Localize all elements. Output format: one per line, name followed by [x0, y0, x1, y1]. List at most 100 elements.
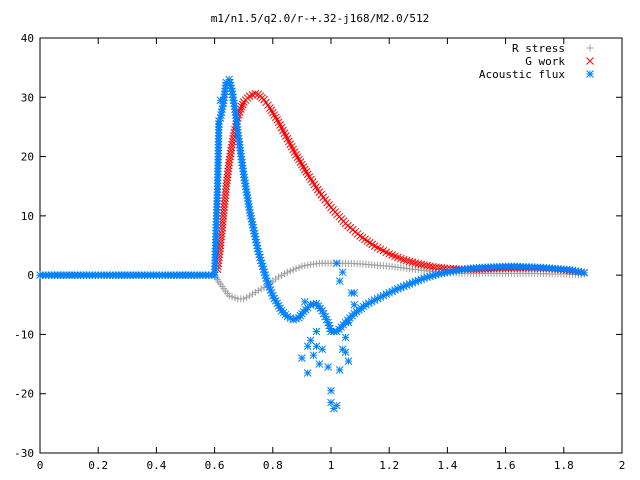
- data-point: [283, 268, 291, 276]
- x-tick-label: 1.4: [437, 459, 457, 472]
- data-point: [295, 263, 303, 271]
- data-point: [399, 255, 408, 264]
- data-point: [270, 111, 279, 119]
- data-point: [251, 288, 259, 296]
- data-point: [274, 301, 283, 310]
- data-point: [423, 261, 431, 270]
- data-point: [248, 290, 256, 298]
- data-point: [257, 285, 265, 293]
- data-point: [240, 295, 248, 303]
- data-point: [273, 299, 282, 308]
- data-point: [312, 342, 321, 351]
- data-point: [385, 288, 394, 297]
- data-point: [335, 277, 344, 285]
- data-point: [306, 300, 315, 309]
- data-point: [394, 253, 402, 262]
- y-tick-label: 10: [21, 210, 34, 223]
- y-tick-label: 0: [27, 269, 34, 282]
- data-point: [396, 254, 405, 263]
- legend-marker: [586, 57, 594, 65]
- data-point: [243, 293, 251, 301]
- data-point: [292, 265, 300, 273]
- data-point: [251, 89, 260, 98]
- data-point: [293, 153, 302, 162]
- data-point: [411, 259, 420, 267]
- data-point: [296, 158, 305, 166]
- data-point: [253, 244, 262, 253]
- data-point: [402, 256, 411, 265]
- data-point: [341, 333, 350, 342]
- data-point: [417, 260, 426, 269]
- data-point: [228, 293, 236, 301]
- data-point: [215, 120, 223, 128]
- y-tick-label: -30: [14, 447, 34, 460]
- legend-marker: [586, 70, 594, 78]
- data-point: [266, 104, 274, 112]
- data-point: [335, 366, 344, 374]
- data-point: [303, 369, 312, 377]
- data-point: [298, 262, 306, 270]
- x-tick-label: 0.8: [263, 459, 283, 472]
- data-point: [440, 268, 449, 277]
- data-point: [315, 360, 324, 368]
- data-point: [238, 100, 247, 109]
- data-point: [280, 270, 288, 278]
- y-tick-label: 40: [21, 32, 34, 45]
- y-tick-label: -20: [14, 388, 34, 401]
- data-point: [246, 292, 254, 300]
- y-tick-label: -10: [14, 328, 34, 341]
- legend-marker: [586, 44, 594, 52]
- data-point: [306, 336, 315, 345]
- chart-title: m1/n1.5/q2.0/r-+.32-j168/M2.0/512: [211, 12, 430, 25]
- data-point: [229, 134, 238, 143]
- y-tick-label: 20: [21, 151, 34, 164]
- data-point: [350, 289, 359, 297]
- series-acoustic-flux-scatter: [215, 96, 359, 413]
- x-tick-label: 0.2: [88, 459, 108, 472]
- data-point: [350, 300, 359, 309]
- data-point: [574, 267, 583, 276]
- data-point: [408, 258, 417, 267]
- legend-label: Acoustic flux: [479, 68, 565, 81]
- data-point: [302, 168, 311, 176]
- data-point: [237, 102, 246, 111]
- data-point: [332, 401, 341, 410]
- series-acoustic-flux: [36, 75, 589, 336]
- data-point: [420, 261, 428, 269]
- data-point: [414, 260, 423, 268]
- x-tick-label: 1.8: [554, 459, 574, 472]
- data-point: [298, 354, 306, 362]
- data-points: [36, 75, 589, 413]
- data-point: [286, 267, 294, 275]
- data-point: [365, 238, 374, 247]
- data-point: [318, 345, 327, 354]
- data-point: [327, 386, 335, 395]
- data-point: [216, 96, 225, 105]
- y-tick-label: 30: [21, 91, 34, 104]
- data-point: [356, 232, 364, 240]
- data-point: [405, 257, 414, 266]
- data-point: [231, 294, 239, 302]
- data-point: [338, 268, 347, 277]
- x-tick-label: 2: [619, 459, 626, 472]
- axes: 0 0.2 0.4 0.6 0.8 1 1.2 1.4 1.6 1.8 2 -30 -20 -10 0 10 2…: [14, 32, 625, 472]
- data-point: [254, 287, 262, 295]
- x-tick-label: 0: [37, 459, 44, 472]
- data-point: [289, 315, 298, 324]
- data-point: [261, 271, 270, 279]
- data-point: [295, 155, 303, 164]
- data-point: [273, 115, 282, 124]
- x-tick-label: 1.6: [496, 459, 516, 472]
- data-point: [324, 363, 332, 371]
- data-point: [299, 163, 308, 171]
- data-point: [358, 233, 367, 242]
- data-point: [275, 273, 283, 281]
- data-point: [312, 327, 321, 336]
- x-tick-label: 1.2: [379, 459, 399, 472]
- data-point: [228, 140, 236, 149]
- series-g-work: [213, 89, 589, 277]
- data-point: [300, 165, 309, 174]
- data-point: [580, 268, 589, 277]
